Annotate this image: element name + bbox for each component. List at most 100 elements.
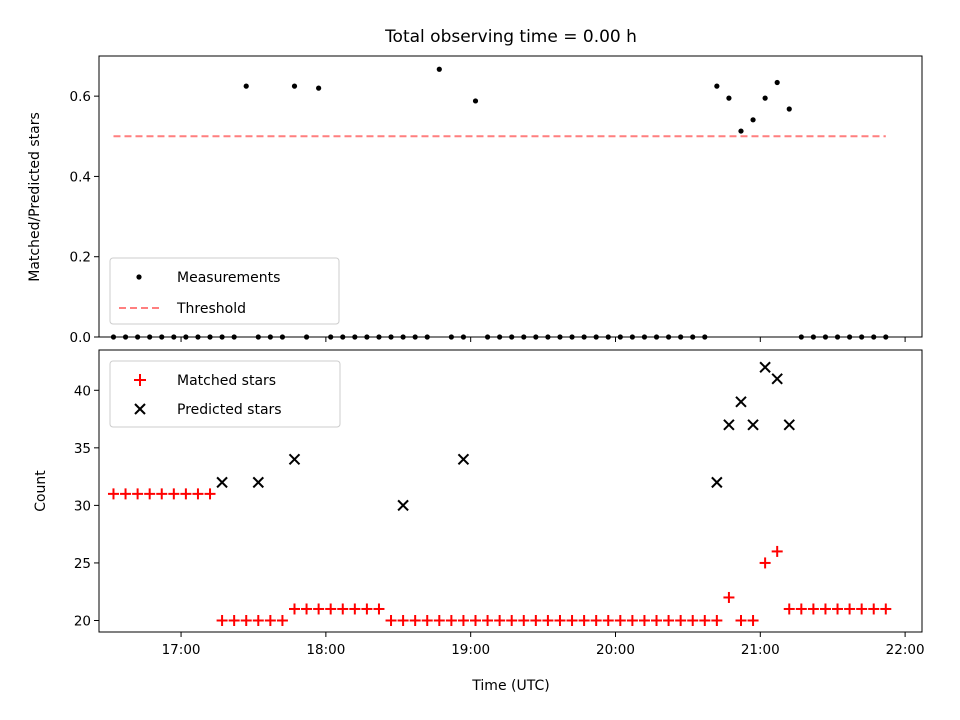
predicted-stars-point [759, 361, 771, 373]
legend-box [109, 360, 341, 428]
matched-stars-point [807, 603, 819, 615]
legend-label-measurements: Measurements [177, 270, 280, 286]
matched-stars-point [228, 614, 240, 626]
matched-stars-point [638, 614, 650, 626]
predicted-stars-point [711, 476, 723, 489]
measurements-point [774, 79, 780, 86]
matched-stars-point [409, 614, 421, 626]
matched-stars-point [506, 614, 518, 626]
matched-stars-point [144, 488, 156, 500]
matched-stars-point [168, 488, 180, 500]
top-ytick-label: 0.6 [70, 89, 91, 105]
top-ytick-label: 0.2 [70, 250, 91, 266]
top-axes-frame [98, 55, 923, 338]
matched-stars-point [795, 603, 807, 615]
matched-stars-point [192, 488, 204, 500]
bottom-xtick-label: 17:00 [162, 642, 201, 658]
matched-stars-point [687, 614, 699, 626]
matched-stars-point [216, 614, 228, 626]
top-panel: 0.0 0.2 0.4 0.6 [70, 55, 923, 346]
legend-label-threshold: Threshold [176, 301, 246, 317]
matched-stars-point [276, 614, 288, 626]
matched-stars-point [397, 614, 409, 626]
matched-stars-point [614, 614, 626, 626]
matched-stars-point [337, 603, 349, 615]
matched-stars-point [421, 614, 433, 626]
measurements-point [786, 106, 792, 112]
bottom-panel: 20 25 30 35 40 17:00 18:00 19:00 20:00 21:00 22:00 [74, 349, 925, 658]
matched-stars-point [361, 603, 373, 615]
matched-stars-point [433, 614, 445, 626]
matched-stars-point [602, 614, 614, 626]
top-ytick-label: 0.4 [70, 169, 91, 185]
matched-stars-point [723, 591, 735, 603]
top-legend: Measurements Threshold [109, 257, 340, 325]
matched-stars-point [252, 614, 264, 626]
matched-stars-point [675, 614, 687, 626]
matched-stars-point [373, 603, 385, 615]
matched-stars-point [470, 614, 482, 626]
matched-stars-point [385, 614, 397, 626]
matched-stars-point [301, 603, 313, 615]
measurements-point [316, 85, 322, 91]
matched-stars-point [626, 614, 638, 626]
bottom-xtick-label: 18:00 [306, 642, 345, 658]
legend-marker-measurements [136, 274, 142, 280]
measurements-point [291, 83, 298, 89]
bottom-ytick-label: 35 [74, 441, 91, 457]
matched-stars-point [880, 603, 892, 615]
chart-title: Total observing time = 0.00 h [384, 27, 637, 47]
matched-stars-point [530, 614, 542, 626]
matched-stars-point [240, 614, 252, 626]
matched-stars-point [735, 614, 747, 626]
measurements-point [738, 128, 744, 134]
matched-stars-point [107, 488, 119, 500]
matched-stars-point [156, 488, 168, 500]
matched-stars-point [578, 614, 590, 626]
bottom-y-axis-label: Count [33, 470, 49, 512]
matched-stars-point [554, 614, 566, 626]
matched-stars-point [325, 603, 337, 615]
matched-stars-point [868, 603, 880, 615]
matched-stars-point [313, 603, 325, 615]
top-ytick-label: 0.0 [70, 330, 91, 346]
measurements-point [714, 83, 720, 89]
matched-stars-point [288, 603, 300, 615]
legend-label-matched: Matched stars [177, 373, 276, 389]
bottom-ytick-label: 30 [74, 498, 91, 514]
measurements-point [472, 98, 479, 104]
matched-stars-point [204, 488, 216, 500]
matched-stars-point [783, 603, 795, 615]
matched-stars-point [566, 614, 578, 626]
matched-stars-point [651, 614, 663, 626]
measurements-point [726, 95, 732, 101]
predicted-stars-point [252, 476, 264, 489]
matched-stars-point [120, 488, 132, 500]
predicted-stars-point [783, 419, 795, 431]
matched-stars-point [844, 603, 856, 615]
matched-stars-point [590, 614, 602, 626]
matched-stars-point [132, 488, 144, 500]
matched-stars-point [759, 557, 771, 569]
measurements-point [750, 117, 756, 123]
top-y-axis-label: Matched/Predicted stars [27, 112, 43, 282]
matched-stars-point [482, 614, 494, 626]
matched-stars-point [771, 545, 783, 557]
predicted-stars-point [216, 476, 228, 489]
predicted-stars-point [747, 419, 759, 431]
predicted-stars-point [457, 453, 470, 466]
matched-stars-point [832, 603, 844, 615]
predicted-stars-point [723, 419, 735, 431]
matched-stars-point [494, 614, 506, 626]
matched-stars-point [856, 603, 868, 615]
bottom-xtick-label: 21:00 [741, 642, 780, 658]
matched-stars-point [445, 614, 457, 626]
matched-stars-point [747, 614, 759, 626]
legend-box [109, 257, 340, 325]
matched-stars-point [457, 614, 469, 626]
bottom-ytick-label: 40 [74, 383, 91, 399]
x-axis-label: Time (UTC) [471, 678, 549, 694]
matched-stars-point [711, 614, 723, 626]
